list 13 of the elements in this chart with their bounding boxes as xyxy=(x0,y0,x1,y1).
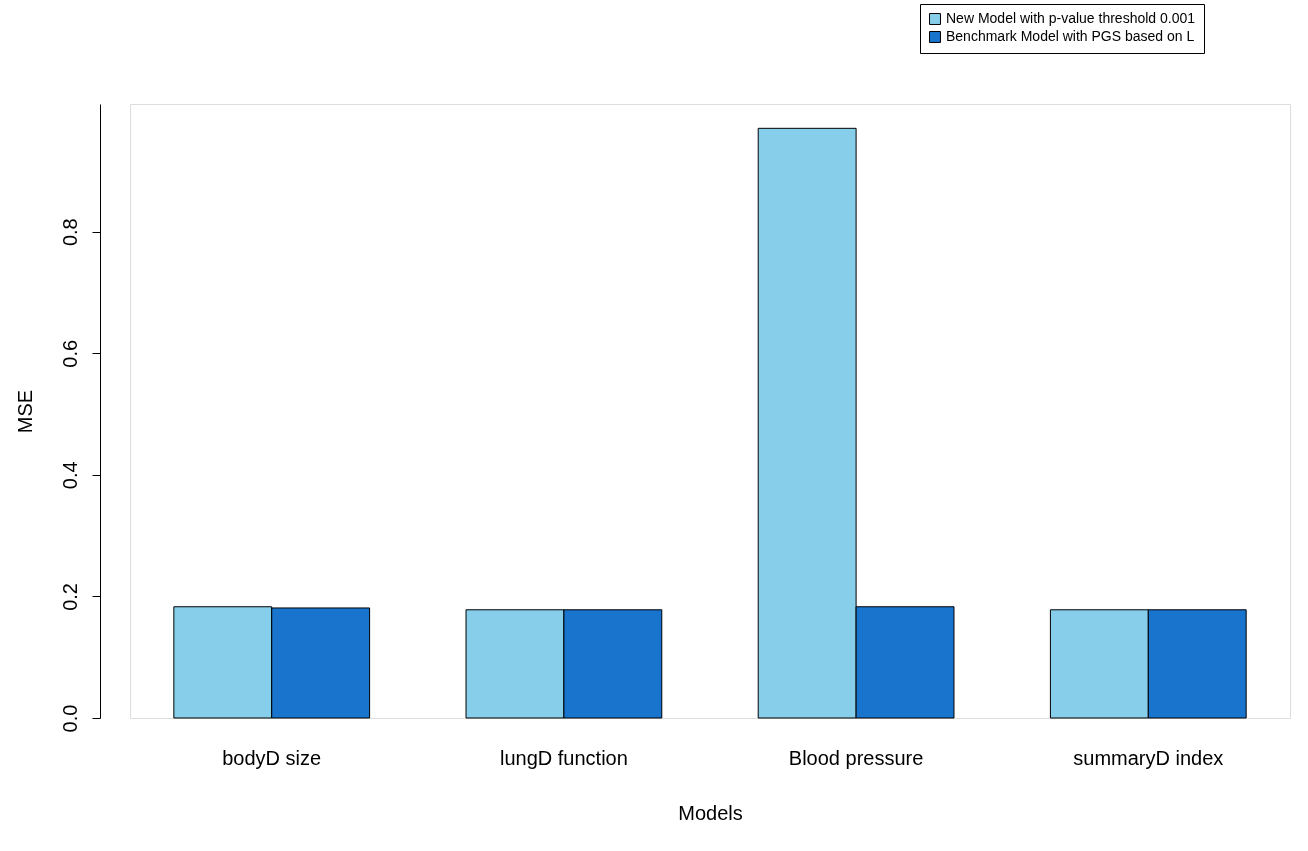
y-tick-label: 0.0 xyxy=(58,704,81,733)
x-tick-label: Blood pressure xyxy=(788,746,924,769)
legend-label: New Model with p-value threshold 0.001 xyxy=(946,10,1196,26)
y-axis-title: MSE xyxy=(13,389,36,434)
x-tick-label: bodyD size xyxy=(222,746,322,769)
y-tick-label: 0.6 xyxy=(58,339,81,368)
y-tick-label: 0.4 xyxy=(58,461,81,490)
x-tick-label: summaryD index xyxy=(1073,746,1224,769)
x-tick-label: lungD function xyxy=(499,746,628,769)
x-axis-title: Models xyxy=(678,801,743,824)
y-tick-label: 0.2 xyxy=(58,583,81,611)
legend-label: Benchmark Model with PGS based on L xyxy=(946,28,1195,44)
y-tick-label: 0.8 xyxy=(58,218,81,247)
